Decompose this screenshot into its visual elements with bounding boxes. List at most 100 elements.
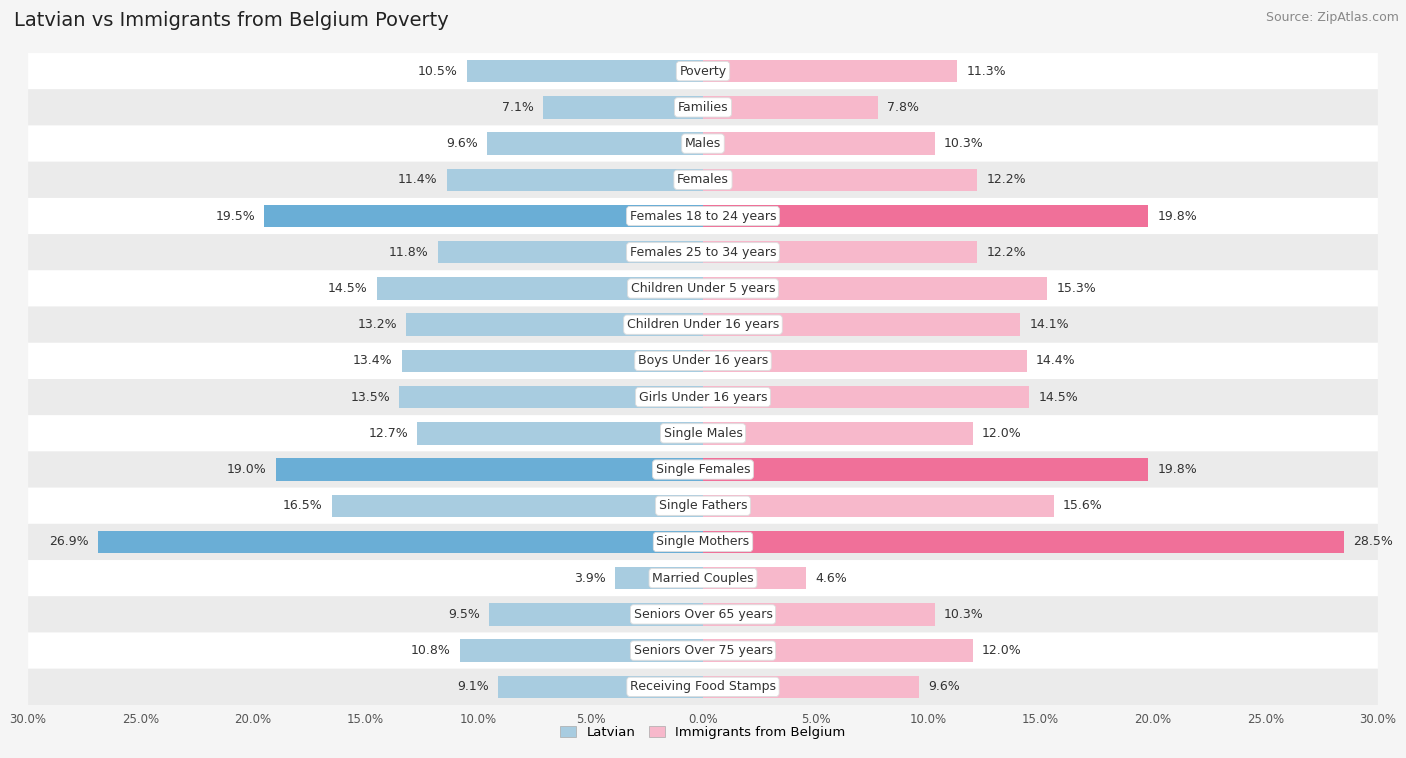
Bar	[703, 241, 977, 264]
Text: Single Males: Single Males	[664, 427, 742, 440]
Text: 15.6%: 15.6%	[1063, 500, 1102, 512]
Bar	[703, 96, 879, 118]
Bar	[703, 133, 935, 155]
Text: 7.1%: 7.1%	[502, 101, 534, 114]
Bar	[332, 494, 703, 517]
Text: 13.5%: 13.5%	[350, 390, 391, 403]
FancyBboxPatch shape	[28, 126, 1378, 161]
Bar	[703, 205, 1149, 227]
Text: 11.3%: 11.3%	[966, 64, 1005, 77]
Text: 19.8%: 19.8%	[1157, 463, 1197, 476]
Bar	[447, 168, 703, 191]
Text: 10.8%: 10.8%	[411, 644, 451, 657]
Bar	[703, 531, 1344, 553]
Bar	[703, 314, 1021, 336]
Text: 12.2%: 12.2%	[987, 246, 1026, 258]
Text: 16.5%: 16.5%	[283, 500, 323, 512]
Bar	[377, 277, 703, 299]
Text: 10.5%: 10.5%	[418, 64, 458, 77]
Bar	[703, 675, 920, 698]
FancyBboxPatch shape	[28, 632, 1378, 669]
FancyBboxPatch shape	[28, 487, 1378, 524]
Text: Seniors Over 65 years: Seniors Over 65 years	[634, 608, 772, 621]
FancyBboxPatch shape	[28, 379, 1378, 415]
FancyBboxPatch shape	[28, 452, 1378, 487]
Text: 11.8%: 11.8%	[389, 246, 429, 258]
Bar	[703, 640, 973, 662]
Bar	[98, 531, 703, 553]
Text: 4.6%: 4.6%	[815, 572, 848, 584]
Text: 15.3%: 15.3%	[1056, 282, 1095, 295]
FancyBboxPatch shape	[28, 198, 1378, 234]
Text: 28.5%: 28.5%	[1353, 535, 1393, 549]
Text: 12.2%: 12.2%	[987, 174, 1026, 186]
Text: 7.8%: 7.8%	[887, 101, 920, 114]
FancyBboxPatch shape	[28, 343, 1378, 379]
Bar	[467, 60, 703, 83]
Bar	[703, 277, 1047, 299]
Bar	[703, 459, 1149, 481]
Text: 26.9%: 26.9%	[49, 535, 89, 549]
Text: Single Mothers: Single Mothers	[657, 535, 749, 549]
Bar	[703, 60, 957, 83]
Text: Single Fathers: Single Fathers	[659, 500, 747, 512]
Text: Children Under 16 years: Children Under 16 years	[627, 318, 779, 331]
FancyBboxPatch shape	[28, 597, 1378, 632]
FancyBboxPatch shape	[28, 669, 1378, 705]
FancyBboxPatch shape	[28, 306, 1378, 343]
Bar	[703, 567, 807, 590]
Bar	[460, 640, 703, 662]
Text: 9.6%: 9.6%	[446, 137, 478, 150]
Text: Married Couples: Married Couples	[652, 572, 754, 584]
FancyBboxPatch shape	[28, 53, 1378, 89]
FancyBboxPatch shape	[28, 271, 1378, 306]
Text: 11.4%: 11.4%	[398, 174, 437, 186]
Bar	[543, 96, 703, 118]
Text: 19.5%: 19.5%	[215, 209, 256, 223]
Bar	[486, 133, 703, 155]
Text: Single Females: Single Females	[655, 463, 751, 476]
Text: Boys Under 16 years: Boys Under 16 years	[638, 355, 768, 368]
FancyBboxPatch shape	[28, 524, 1378, 560]
Text: Girls Under 16 years: Girls Under 16 years	[638, 390, 768, 403]
Text: 19.0%: 19.0%	[226, 463, 267, 476]
Text: 14.5%: 14.5%	[328, 282, 368, 295]
Text: 12.7%: 12.7%	[368, 427, 408, 440]
Bar	[703, 494, 1054, 517]
Text: Poverty: Poverty	[679, 64, 727, 77]
Bar	[276, 459, 703, 481]
Text: 13.2%: 13.2%	[357, 318, 396, 331]
Text: Seniors Over 75 years: Seniors Over 75 years	[634, 644, 772, 657]
Text: Males: Males	[685, 137, 721, 150]
Text: Families: Families	[678, 101, 728, 114]
Text: Females: Females	[678, 174, 728, 186]
Text: 12.0%: 12.0%	[981, 644, 1022, 657]
Text: 9.5%: 9.5%	[449, 608, 481, 621]
Text: Females 25 to 34 years: Females 25 to 34 years	[630, 246, 776, 258]
Text: Females 18 to 24 years: Females 18 to 24 years	[630, 209, 776, 223]
Text: 14.5%: 14.5%	[1038, 390, 1078, 403]
FancyBboxPatch shape	[28, 560, 1378, 597]
Bar	[399, 386, 703, 409]
Text: 10.3%: 10.3%	[943, 137, 983, 150]
Text: Receiving Food Stamps: Receiving Food Stamps	[630, 681, 776, 694]
Text: 3.9%: 3.9%	[575, 572, 606, 584]
Text: Source: ZipAtlas.com: Source: ZipAtlas.com	[1265, 11, 1399, 24]
Bar	[703, 603, 935, 625]
Bar	[703, 168, 977, 191]
Text: 13.4%: 13.4%	[353, 355, 392, 368]
Bar	[406, 314, 703, 336]
Text: Children Under 5 years: Children Under 5 years	[631, 282, 775, 295]
Text: 10.3%: 10.3%	[943, 608, 983, 621]
Legend: Latvian, Immigrants from Belgium: Latvian, Immigrants from Belgium	[555, 720, 851, 744]
Text: 14.4%: 14.4%	[1036, 355, 1076, 368]
Text: 9.6%: 9.6%	[928, 681, 960, 694]
FancyBboxPatch shape	[28, 89, 1378, 126]
Bar	[402, 349, 703, 372]
Bar	[264, 205, 703, 227]
Bar	[703, 422, 973, 444]
FancyBboxPatch shape	[28, 161, 1378, 198]
Text: 19.8%: 19.8%	[1157, 209, 1197, 223]
Bar	[498, 675, 703, 698]
Bar	[616, 567, 703, 590]
